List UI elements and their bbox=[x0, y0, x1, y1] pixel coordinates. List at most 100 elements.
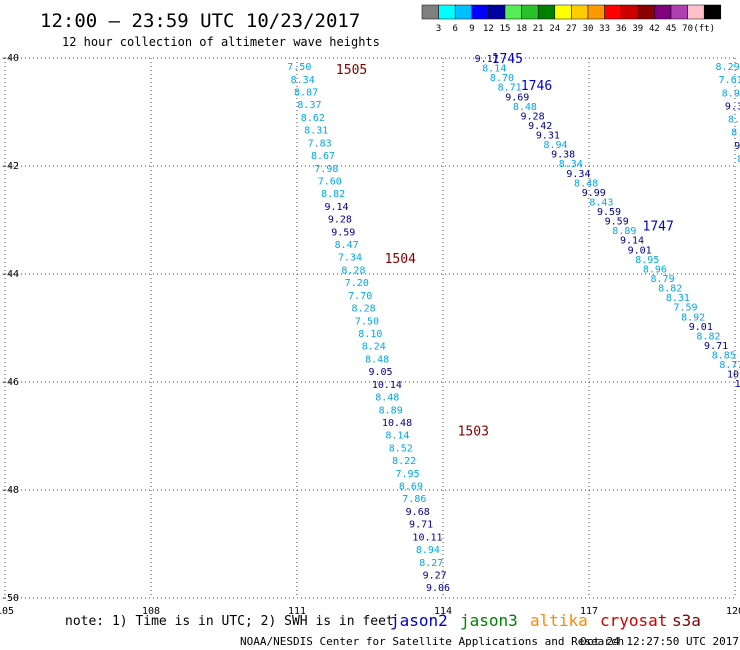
swh-value: 9.28 bbox=[521, 111, 545, 122]
pass-labels: 1505 1504 1503 1745 1746 1747 bbox=[336, 52, 674, 440]
swh-value: 8.29 bbox=[716, 62, 740, 73]
swh-value: 9.05 bbox=[368, 367, 392, 378]
swh-value: 8.34 bbox=[291, 75, 315, 86]
satellite-legend-entry: cryosat bbox=[600, 611, 667, 630]
legend-swatch bbox=[471, 4, 489, 20]
swh-value: 9.34 bbox=[566, 169, 590, 180]
legend-tick-label: 15 bbox=[500, 24, 511, 34]
legend-swatch bbox=[421, 4, 439, 20]
pass-number-label: 1505 bbox=[336, 63, 367, 78]
y-tick-label: -50 bbox=[1, 593, 19, 604]
swh-value: 9.14 bbox=[324, 202, 348, 213]
swh-value: 7.50 bbox=[355, 316, 379, 327]
swh-value: 8.96 bbox=[643, 264, 667, 275]
swh-value: 10.12 bbox=[727, 370, 740, 381]
swh-value: 7.50 bbox=[287, 62, 311, 73]
legend-tick-label: 39 bbox=[632, 24, 643, 34]
swh-value: 8.31 bbox=[666, 293, 690, 304]
legend-tick-label: (ft) bbox=[693, 24, 715, 34]
swh-value: 10.0 bbox=[735, 379, 740, 390]
axis-ticks: 105 108 111 114 117 120 -40 -42 -44 -46 -48 -50 bbox=[0, 53, 740, 617]
swh-value: 9.59 bbox=[597, 207, 621, 218]
legend-swatch bbox=[438, 4, 456, 20]
swh-value: 8.87 bbox=[294, 88, 318, 99]
chart-title: 12:00 – 23:59 UTC 10/23/2017 bbox=[40, 10, 360, 32]
swh-value: 9.59 bbox=[331, 227, 355, 238]
legend-tick-label: 30 bbox=[583, 24, 594, 34]
swh-value: 8.24 bbox=[362, 342, 386, 353]
y-tick-label: -40 bbox=[1, 53, 19, 64]
swh-value: 7.83 bbox=[308, 138, 332, 149]
swh-value: 7.61 bbox=[719, 75, 740, 86]
satellite-legend: jason2 jason3 altika cryosat s3a bbox=[390, 611, 701, 630]
swh-value: 8.89 bbox=[612, 226, 636, 237]
legend-swatch bbox=[637, 4, 655, 20]
swh-value: 8.28 bbox=[341, 265, 365, 276]
swh-value: 7.60 bbox=[318, 176, 342, 187]
x-tick-label: 108 bbox=[142, 606, 160, 617]
swh-value: 9.68 bbox=[406, 507, 430, 518]
swh-tracks: 7.508.348.878.378.628.317.838.677.987.60… bbox=[287, 54, 740, 594]
y-tick-label: -48 bbox=[1, 485, 19, 496]
footer-timestamp: Oct 24 12:27:50 UTC 2017 bbox=[580, 635, 739, 648]
swh-value: 7.20 bbox=[345, 278, 369, 289]
legend-swatch bbox=[488, 4, 506, 20]
x-tick-label: 105 bbox=[0, 606, 14, 617]
swh-value: 7.95 bbox=[396, 469, 420, 480]
swh-value: 8.82 bbox=[658, 284, 682, 295]
swh-value: 9.71 bbox=[704, 341, 728, 352]
legend-swatch bbox=[571, 4, 589, 20]
legend-swatch bbox=[620, 4, 639, 20]
swh-value: 8.92 bbox=[681, 312, 705, 323]
swh-value: 10.11 bbox=[412, 532, 442, 543]
legend-tick-label: 45 bbox=[666, 24, 677, 34]
swh-value: 8. bbox=[731, 128, 740, 139]
swh-value: 8.79 bbox=[651, 274, 675, 285]
legend-swatch bbox=[703, 4, 722, 20]
pass-number-label: 1745 bbox=[492, 52, 523, 67]
swh-value: 8.89 bbox=[379, 405, 403, 416]
swh-value: 8.14 bbox=[482, 64, 506, 75]
swh-value: 9.17 bbox=[475, 54, 499, 65]
x-tick-label: 111 bbox=[288, 606, 306, 617]
legend-tick-label: 21 bbox=[533, 24, 544, 34]
swh-value: 8.28 bbox=[352, 304, 376, 315]
swh-value: 9.38 bbox=[551, 150, 575, 161]
legend-swatch bbox=[687, 4, 705, 20]
swh-value: 7.59 bbox=[673, 303, 697, 314]
x-tick-label: 120 bbox=[726, 606, 740, 617]
pass-number-label: 1746 bbox=[521, 79, 552, 94]
legend-swatch bbox=[521, 4, 539, 20]
legend-swatch bbox=[537, 4, 556, 20]
swh-value: 8.77 bbox=[719, 360, 740, 371]
swh-value: 8.52 bbox=[389, 443, 413, 454]
swh-value: 9.01 bbox=[689, 322, 713, 333]
swh-value: 9.59 bbox=[605, 217, 629, 228]
swh-value: 8.10 bbox=[358, 329, 382, 340]
legend-tick-label: 33 bbox=[599, 24, 610, 34]
swh-value: 8.37 bbox=[297, 100, 321, 111]
swh-value: 7.34 bbox=[338, 253, 362, 264]
swh-value: 9.31 bbox=[536, 131, 560, 142]
swh-value: 9.42 bbox=[528, 121, 552, 132]
swh-value: 7.86 bbox=[402, 494, 426, 505]
swh-value: 8.94 bbox=[416, 545, 440, 556]
x-tick-label: 117 bbox=[580, 606, 598, 617]
y-tick-label: -44 bbox=[1, 269, 19, 280]
swh-value: 8.70 bbox=[490, 73, 514, 84]
swh-value: 8.71 bbox=[498, 83, 522, 94]
legend-swatch bbox=[654, 4, 672, 20]
legend-swatch bbox=[554, 4, 572, 20]
legend-swatch bbox=[587, 4, 605, 20]
y-tick-label: -46 bbox=[1, 377, 19, 388]
swh-value: 8.69 bbox=[399, 482, 423, 493]
legend-swatch bbox=[454, 4, 473, 20]
swh-value: 8.5 bbox=[728, 115, 740, 126]
swh-value: 8.43 bbox=[589, 197, 613, 208]
swh-value: 7.98 bbox=[314, 164, 338, 175]
pass-number-label: 1503 bbox=[458, 425, 489, 440]
swh-value: 8.31 bbox=[304, 126, 328, 137]
legend-tick-label: 18 bbox=[516, 24, 527, 34]
swh-value: 8.85 bbox=[712, 351, 736, 362]
